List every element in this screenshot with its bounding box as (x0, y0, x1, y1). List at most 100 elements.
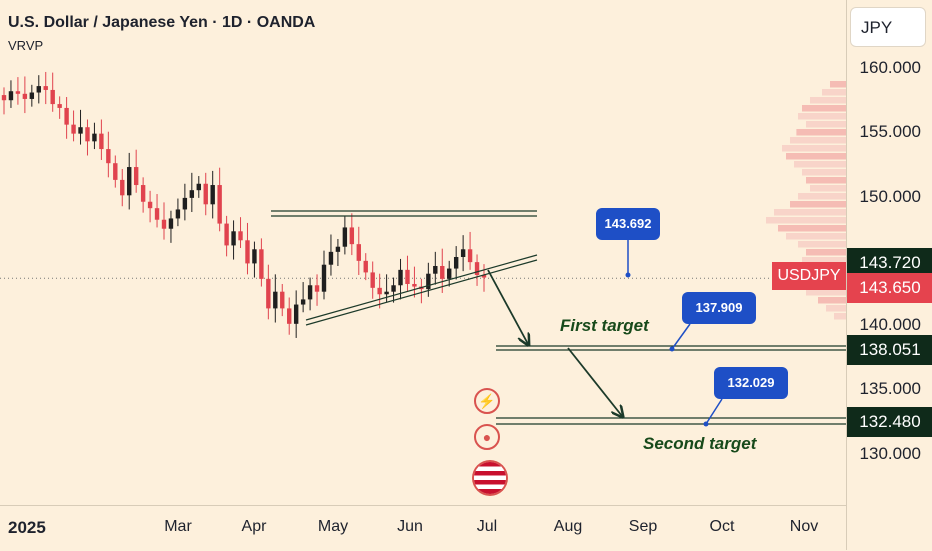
price-chart[interactable] (0, 0, 846, 505)
candle-body (238, 231, 243, 241)
record-icon[interactable]: ● (474, 424, 500, 450)
candle-body (363, 260, 368, 273)
price-label: 143.650 (847, 273, 932, 304)
price-label: 138.051 (847, 335, 932, 366)
candle-body (168, 218, 174, 229)
y-tick-label: 150.000 (859, 186, 921, 206)
candle-body (481, 274, 487, 278)
candle-body (377, 287, 382, 295)
candle-body (467, 249, 473, 263)
candle-body (440, 265, 445, 279)
candle-body (384, 291, 389, 295)
candle-body (224, 223, 229, 246)
y-tick-label: 160.000 (859, 58, 921, 78)
candle-body (196, 183, 201, 191)
time-axis[interactable]: 2025 Mar Apr May Jun Jul Aug Sep Oct Nov (0, 505, 846, 551)
candle-body (113, 163, 118, 180)
volume-profile-bar (810, 97, 846, 104)
volume-profile-bar (822, 89, 846, 96)
volume-profile-bar (806, 177, 846, 184)
candle-body (245, 240, 250, 264)
second-target-arrow (567, 347, 622, 416)
volume-profile-bar (802, 105, 846, 112)
chart-header: U.S. Dollar / Japanese Yen · 1D · OANDA … (8, 14, 315, 53)
candle-body (92, 133, 97, 142)
symbol-tag[interactable]: USDJPY (772, 262, 846, 290)
candle-body (133, 167, 139, 186)
callout-pointer (671, 323, 691, 350)
candle-body (189, 190, 195, 198)
chart-title: U.S. Dollar / Japanese Yen · 1D · OANDA (8, 14, 316, 31)
first-target-arrow (487, 269, 528, 344)
currency-button[interactable]: JPY (850, 7, 926, 47)
callout-second-target[interactable]: 132.029 (714, 367, 788, 399)
candle-body (15, 91, 21, 94)
volume-profile-bar (798, 241, 846, 248)
volume-profile-bar (802, 257, 846, 264)
candle-body (474, 262, 480, 275)
callout-dot (625, 272, 631, 278)
y-tick-label: 130.000 (859, 443, 921, 463)
volume-profile-bar (790, 201, 846, 208)
candle-body (342, 227, 348, 247)
candle-body (307, 285, 313, 300)
x-tick-label: Sep (628, 518, 658, 535)
candle-body (99, 133, 104, 150)
candle-body (78, 127, 83, 134)
x-tick-label: Nov (789, 518, 819, 535)
x-tick-label: May (317, 518, 349, 535)
candle-body (8, 91, 14, 101)
candle-body (287, 308, 292, 324)
candle-body (210, 185, 215, 205)
candle-body (217, 185, 222, 224)
indicator-label[interactable]: VRVP (8, 38, 44, 53)
volume-profile-bar (766, 217, 846, 224)
support-line (305, 254, 538, 321)
volume-profile-bar (818, 297, 846, 304)
candle-body (175, 209, 181, 219)
candle-body (36, 86, 41, 93)
candle-body (266, 278, 271, 309)
volume-profile-bar (794, 161, 846, 168)
first-target-label: First target (560, 316, 649, 335)
candle-body (120, 179, 125, 196)
candle-body (328, 251, 334, 265)
candle-body (412, 283, 417, 287)
candle-body (356, 244, 361, 261)
candle-body (50, 89, 55, 105)
candle-body (252, 249, 257, 264)
candle-body (106, 149, 111, 164)
candle-body (398, 269, 403, 286)
volume-profile-bar (802, 169, 846, 176)
volume-profile-bar (806, 289, 846, 296)
candle-body (273, 291, 278, 309)
candle-body (161, 219, 167, 229)
drawings (271, 210, 846, 427)
volume-profile-bar (806, 249, 846, 256)
candle-body (391, 285, 396, 292)
candle-body (405, 269, 410, 284)
us-flag-icon[interactable] (474, 462, 506, 494)
callout-current[interactable]: 143.692 (596, 208, 660, 240)
candle-body (64, 107, 69, 125)
volume-profile-bar (830, 81, 846, 88)
price-label: 132.480 (847, 406, 932, 437)
x-tick-label: Jun (397, 518, 423, 535)
volume-profile-bar (786, 153, 846, 160)
candle-body (370, 272, 375, 288)
lightning-icon[interactable]: ⚡ (474, 388, 500, 414)
candle-body (259, 249, 264, 279)
callout-pointer (705, 398, 723, 425)
volume-profile-bar (796, 129, 846, 136)
price-axis[interactable]: 160.000 155.000 150.000 140.000 135.000 130.0… (846, 0, 932, 550)
candle-body (335, 246, 341, 252)
volume-profile-bar (790, 137, 846, 144)
volume-profile-bar (786, 233, 846, 240)
candle-body (349, 227, 355, 245)
candle-body (300, 299, 306, 305)
y-tick-label: 140.000 (859, 315, 921, 335)
candles (1, 71, 487, 338)
volume-profile-bar (798, 113, 846, 120)
volume-profile-bar (774, 209, 846, 216)
callout-first-target[interactable]: 137.909 (682, 292, 756, 324)
